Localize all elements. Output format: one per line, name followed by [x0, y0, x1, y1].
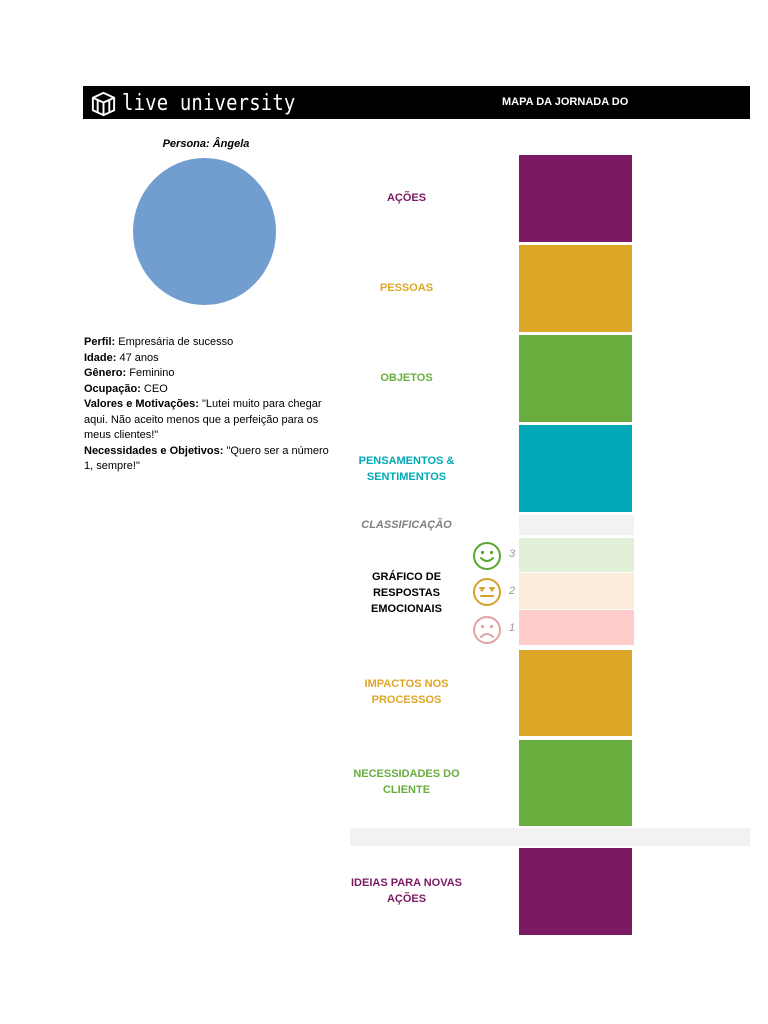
profile-value: "Quero ser a número 1, sempre!" — [84, 444, 329, 473]
cube-logo-icon — [91, 91, 116, 116]
avatar — [133, 158, 276, 305]
block-classificacao[interactable] — [519, 515, 634, 535]
persona-profile: Perfil: Empresária de sucesso Idade: 47 … — [84, 335, 334, 475]
profile-row: Valores e Motivações: "Lutei muito para … — [84, 397, 334, 444]
logo: live university — [89, 88, 324, 118]
profile-label: Valores e Motivações: — [84, 398, 199, 410]
row-label-ideias: IDEIAS PARA NOVAS AÇÕES — [350, 877, 463, 905]
emotion-band-3[interactable] — [519, 538, 634, 572]
happy-face-icon — [472, 541, 502, 571]
score-3: 3 — [509, 548, 516, 560]
profile-value: Feminino — [126, 367, 175, 379]
profile-row: Idade: 47 anos — [84, 351, 334, 367]
score-1: 1 — [509, 622, 516, 634]
profile-row: Ocupação: CEO — [84, 382, 334, 398]
section-divider — [350, 828, 750, 846]
emotion-band-1[interactable] — [519, 610, 634, 645]
row-label-classificacao: CLASSIFICAÇÃO — [361, 519, 452, 531]
row-label-objetos: OBJETOS — [380, 372, 433, 384]
block-objetos[interactable] — [519, 335, 632, 422]
logo-text: live university — [122, 90, 296, 116]
profile-label: Idade: — [84, 351, 117, 364]
block-pessoas[interactable] — [519, 245, 632, 332]
block-impactos[interactable] — [519, 650, 632, 736]
block-ideias[interactable] — [519, 848, 632, 935]
block-pensamentos[interactable] — [519, 425, 632, 512]
header-bar: live university MAPA DA JORNADA DO — [83, 86, 750, 119]
row-label-pensamentos: PENSAMENTOS & SENTIMENTOS — [358, 455, 455, 483]
row-label-acoes: AÇÕES — [386, 192, 427, 204]
profile-label: Perfil: — [84, 336, 116, 348]
profile-row: Perfil: Empresária de sucesso — [84, 335, 334, 351]
sad-face-icon — [472, 615, 502, 645]
profile-label: Necessidades e Objetivos: — [84, 444, 224, 457]
profile-label: Gênero: — [84, 367, 127, 379]
score-2: 2 — [509, 585, 516, 597]
row-label-impactos: IMPACTOS NOS PROCESSOS — [364, 678, 449, 706]
emotion-band-2[interactable] — [519, 573, 634, 609]
block-necessidades[interactable] — [519, 740, 632, 826]
profile-row: Gênero: Feminino — [84, 366, 334, 382]
profile-value: 47 anos — [116, 351, 159, 364]
page-title: MAPA DA JORNADA DO — [502, 96, 629, 108]
profile-value: CEO — [140, 382, 168, 395]
row-label-pessoas: PESSOAS — [379, 282, 434, 294]
neutral-face-icon — [472, 577, 502, 607]
profile-value: Empresária de sucesso — [115, 336, 234, 348]
profile-value: "Lutei muito para chegar aqui. Não aceit… — [84, 398, 322, 441]
block-acoes[interactable] — [519, 155, 632, 242]
persona-name: Persona: Ângela — [162, 138, 250, 150]
profile-row: Necessidades e Objetivos: "Quero ser a n… — [84, 444, 334, 475]
profile-label: Ocupação: — [84, 382, 141, 395]
row-label-necessidades: NECESSIDADES DO CLIENTE — [353, 768, 460, 796]
row-label-grafico: GRÁFICO DE RESPOSTAS EMOCIONAIS — [371, 571, 442, 615]
